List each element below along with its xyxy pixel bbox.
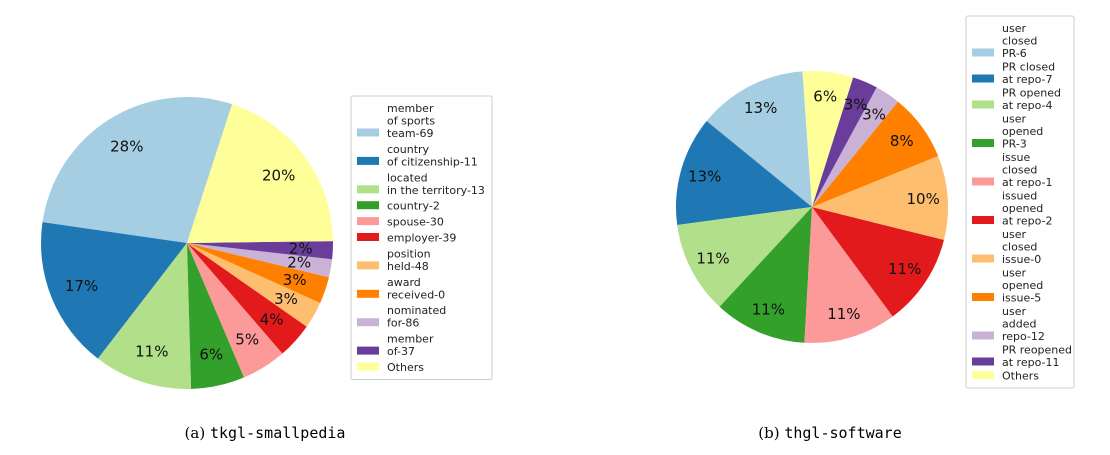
a-legend-frame [350, 95, 493, 380]
b-pct-label-8: 3% [862, 105, 886, 123]
a-legend-swatch-4 [357, 217, 379, 226]
a-legend-swatch-6 [357, 261, 379, 270]
b-slice-9 [812, 77, 877, 208]
b-slice-10 [802, 70, 854, 207]
a-pct-label-10: 20% [262, 167, 295, 185]
legend-b: user closed PR-6PR closed at repo-7PR opene… [965, 15, 1075, 389]
a-pct-label-5: 4% [260, 310, 284, 328]
a-slice-10 [187, 104, 333, 244]
b-slice-2 [677, 207, 812, 307]
a-pct-label-8: 2% [287, 254, 311, 272]
b-pct-label-10: 6% [813, 87, 837, 105]
a-pct-label-9: 2% [289, 240, 313, 258]
a-legend-swatch-2 [357, 185, 379, 194]
a-slice-7 [187, 243, 329, 303]
b-slice-5 [812, 207, 944, 317]
b-legend-label-4: issue closed at repo-1 [1002, 151, 1052, 189]
b-slice-3 [719, 207, 812, 343]
b-pct-label-9: 3% [844, 95, 868, 113]
a-legend-label-6: position held-48 [387, 247, 431, 273]
a-slice-0 [42, 97, 233, 243]
b-legend-label-2: PR opened at repo-4 [1002, 87, 1061, 113]
b-pct-label-2: 11% [696, 249, 729, 267]
a-pct-label-2: 11% [135, 342, 168, 360]
b-slice-8 [812, 87, 898, 207]
b-slice-7 [812, 101, 939, 207]
b-slice-6 [812, 156, 949, 240]
b-slice-4 [804, 207, 893, 344]
b-slice-0 [706, 71, 812, 207]
b-legend-swatch-8 [972, 331, 994, 340]
a-legend-label-4: spouse-30 [387, 216, 444, 229]
pie-chart-a: 28%17%11% 6%5%4%3%3%2%2%20% [40, 97, 334, 389]
a-legend-swatch-1 [357, 156, 379, 165]
a-legend-swatch-8 [357, 318, 379, 327]
b-pct-label-5: 11% [888, 260, 921, 278]
b-slice-1 [675, 121, 812, 225]
a-legend-swatch-10 [357, 362, 379, 371]
b-legend-label-6: user closed issue-0 [1002, 228, 1041, 266]
a-slice-6 [187, 243, 321, 327]
a-pct-label-4: 5% [235, 331, 259, 349]
a-legend-label-10: Others [387, 361, 424, 374]
b-legend-swatch-3 [972, 139, 994, 147]
b-pct-label-6: 10% [907, 190, 940, 208]
a-legend-label-7: award received-0 [387, 276, 445, 302]
a-legend-label-1: country of citizenship-11 [387, 143, 478, 169]
a-legend-swatch-5 [357, 233, 379, 241]
a-pct-label-6: 3% [274, 290, 298, 308]
a-legend-swatch-3 [357, 201, 379, 210]
legend-a: member of sports team-69 country of citizens… [350, 95, 493, 380]
b-legend-label-5: issued opened at repo-2 [1002, 190, 1052, 228]
caption-b: (b) thgl-software [758, 424, 902, 442]
a-legend-swatch-9 [357, 346, 379, 355]
b-legend-label-10: Others [1002, 370, 1039, 383]
a-legend-label-8: nominated for-86 [387, 304, 446, 330]
pie-chart-b: 13%13%11%11% 11%11%10%8%3%3%6% [675, 70, 949, 344]
caption-a: (a) tkgl-smallpedia [185, 424, 346, 442]
a-slice-5 [187, 243, 307, 354]
a-pct-label-0: 28% [110, 137, 143, 155]
b-legend-label-0: user closed PR-6 [1002, 22, 1037, 60]
b-pct-label-3: 11% [752, 301, 785, 319]
b-legend-swatch-1 [972, 74, 994, 83]
b-legend-label-8: user added repo-12 [1002, 305, 1045, 343]
b-legend-swatch-9 [972, 357, 994, 366]
b-legend-swatch-0 [972, 48, 994, 57]
a-legend-label-3: country-2 [387, 200, 440, 213]
b-legend-swatch-5 [972, 216, 994, 224]
b-pct-label-4: 11% [827, 305, 860, 323]
b-pct-label-0: 13% [744, 99, 777, 117]
a-slice-9 [187, 241, 334, 260]
a-pct-label-7: 3% [283, 271, 307, 289]
a-pct-label-1: 17% [65, 277, 98, 295]
b-legend-swatch-7 [972, 293, 994, 301]
a-slice-4 [187, 243, 283, 378]
a-legend-label-2: located in the territory-13 [387, 171, 485, 197]
a-slice-3 [187, 243, 245, 389]
a-legend-label-9: member of-37 [387, 333, 434, 359]
a-legend-swatch-7 [357, 289, 379, 298]
b-legend-swatch-6 [972, 254, 994, 263]
b-legend-swatch-2 [972, 100, 994, 109]
b-pct-label-1: 13% [688, 168, 721, 186]
a-legend-label-5: employer-39 [387, 232, 456, 245]
b-legend-swatch-10 [972, 371, 994, 379]
b-legend-label-1: PR closed at repo-7 [1002, 61, 1055, 87]
b-legend-label-9: PR reopened at repo-11 [1002, 344, 1072, 370]
b-legend-label-7: user opened issue-5 [1002, 267, 1043, 305]
a-legend-swatch-0 [357, 128, 379, 137]
a-pct-label-3: 6% [199, 345, 223, 363]
a-legend-label-0: member of sports team-69 [387, 102, 435, 140]
a-slice-8 [187, 243, 333, 278]
b-legend-swatch-4 [972, 177, 994, 186]
a-slice-1 [40, 222, 187, 359]
b-pct-label-7: 8% [890, 132, 914, 150]
a-slice-2 [97, 243, 192, 389]
b-legend-label-3: user opened PR-3 [1002, 113, 1043, 151]
